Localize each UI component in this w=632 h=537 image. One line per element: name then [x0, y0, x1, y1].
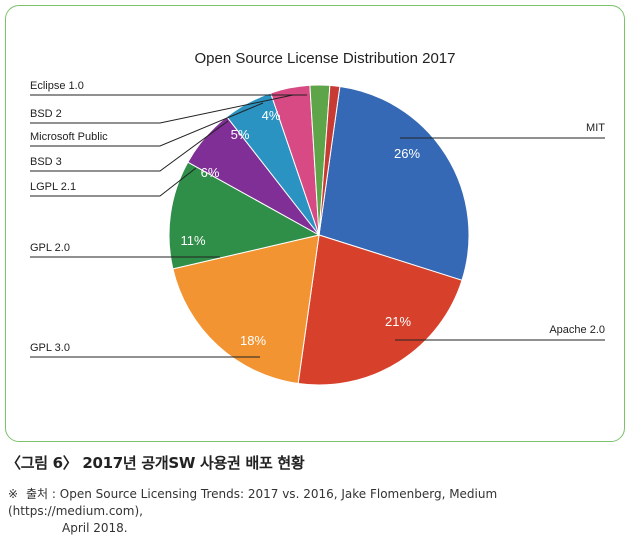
slice-value-label: 18% [240, 333, 266, 348]
source-note: ※ 출처 : Open Source Licensing Trends: 2017… [8, 486, 632, 537]
pie-slice-eclipse-1-0 [318, 84, 341, 236]
slice-category-label: Microsoft Public [30, 131, 108, 143]
pie-slice-apache-2-0 [297, 234, 463, 386]
slice-value-label: 21% [385, 314, 411, 329]
figure-caption: 〈그림 6〉 2017년 공개SW 사용권 배포 현황 [6, 454, 305, 472]
slice-value-label: 6% [201, 165, 220, 180]
pie-slice-gpl-2-0 [168, 161, 321, 270]
leader-line [30, 102, 264, 147]
slice-value-label: 4% [262, 108, 281, 123]
slice-category-label: MIT [586, 122, 605, 134]
source-label: 출처 : [26, 487, 56, 501]
slice-category-label: BSD 3 [30, 156, 62, 168]
pie-chart: Open Source License Distribution 2017 26… [30, 50, 605, 386]
slice-value-label: 5% [231, 127, 250, 142]
source-text-line1: Open Source Licensing Trends: 2017 vs. 2… [8, 487, 498, 518]
chart-title: Open Source License Distribution 2017 [195, 50, 456, 67]
slice-category-label: Apache 2.0 [549, 324, 605, 336]
slice-category-label: GPL 2.0 [30, 242, 70, 254]
slice-value-label: 11% [180, 233, 205, 248]
slice-category-label: BSD 2 [30, 108, 62, 120]
leader-line [30, 120, 229, 172]
slice-category-label: LGPL 2.1 [30, 181, 76, 193]
leader-line [30, 94, 294, 124]
leader-line [30, 167, 197, 197]
slice-category-label: GPL 3.0 [30, 342, 70, 354]
slice-category-label: Eclipse 1.0 [30, 80, 84, 92]
slice-value-label: 26% [394, 146, 420, 161]
pie-slice-mit [318, 85, 470, 281]
pie-slice-gpl-3-0 [172, 234, 320, 385]
note-mark: ※ [8, 487, 19, 501]
